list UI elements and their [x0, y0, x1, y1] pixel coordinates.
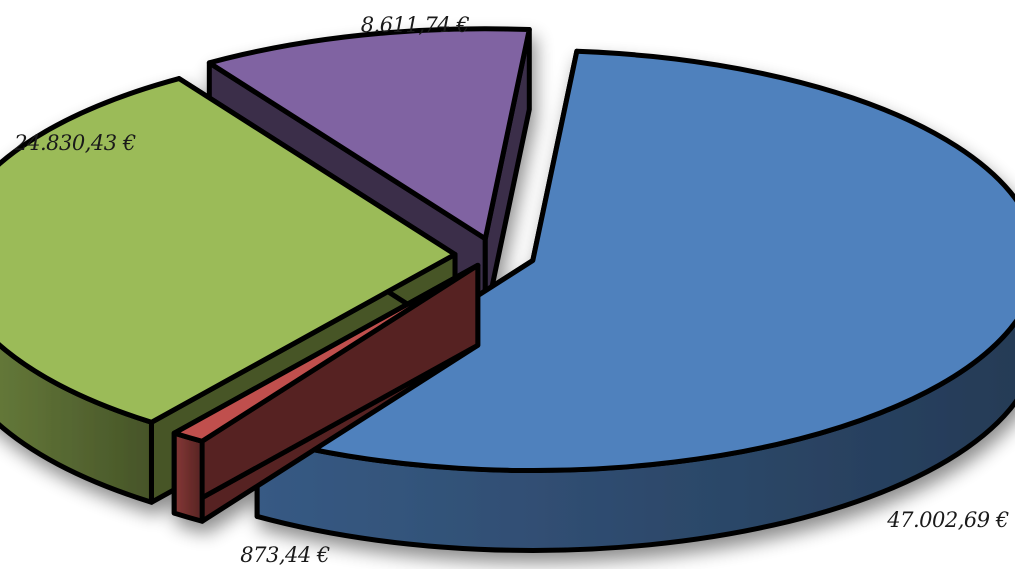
slice-value-label: 873,44 € [240, 543, 330, 567]
slice-value-label: 8.611,74 € [361, 13, 470, 37]
slice-top [0, 76, 458, 425]
pie-slice [171, 262, 481, 524]
slice-value-label: 24.830,43 € [13, 131, 136, 155]
slice-outer-wall [171, 430, 205, 524]
slice-value-label: 47.002,69 € [886, 508, 1009, 532]
slice-top [206, 26, 532, 242]
slice-top [171, 262, 481, 444]
